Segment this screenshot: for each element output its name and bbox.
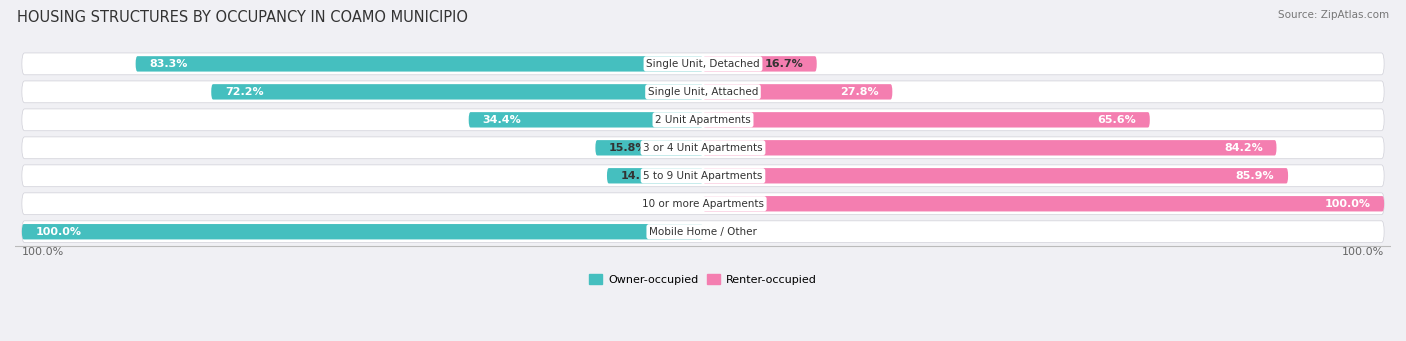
Text: 0.0%: 0.0% xyxy=(658,199,689,209)
FancyBboxPatch shape xyxy=(607,168,703,183)
Text: 16.7%: 16.7% xyxy=(765,59,803,69)
FancyBboxPatch shape xyxy=(703,84,893,100)
FancyBboxPatch shape xyxy=(22,193,1384,215)
Text: Single Unit, Attached: Single Unit, Attached xyxy=(648,87,758,97)
Legend: Owner-occupied, Renter-occupied: Owner-occupied, Renter-occupied xyxy=(585,270,821,289)
FancyBboxPatch shape xyxy=(703,168,1288,183)
FancyBboxPatch shape xyxy=(211,84,703,100)
Text: 5 to 9 Unit Apartments: 5 to 9 Unit Apartments xyxy=(644,171,762,181)
Text: 0.0%: 0.0% xyxy=(717,227,748,237)
FancyBboxPatch shape xyxy=(22,224,703,239)
FancyBboxPatch shape xyxy=(22,165,1384,187)
Text: HOUSING STRUCTURES BY OCCUPANCY IN COAMO MUNICIPIO: HOUSING STRUCTURES BY OCCUPANCY IN COAMO… xyxy=(17,10,468,25)
Text: 65.6%: 65.6% xyxy=(1097,115,1136,125)
FancyBboxPatch shape xyxy=(135,56,703,72)
Text: 83.3%: 83.3% xyxy=(149,59,188,69)
FancyBboxPatch shape xyxy=(22,81,1384,103)
Text: Mobile Home / Other: Mobile Home / Other xyxy=(650,227,756,237)
Text: 34.4%: 34.4% xyxy=(482,115,522,125)
Text: 2 Unit Apartments: 2 Unit Apartments xyxy=(655,115,751,125)
FancyBboxPatch shape xyxy=(703,56,817,72)
Text: 3 or 4 Unit Apartments: 3 or 4 Unit Apartments xyxy=(643,143,763,153)
Text: 72.2%: 72.2% xyxy=(225,87,263,97)
FancyBboxPatch shape xyxy=(703,196,1384,211)
Text: 100.0%: 100.0% xyxy=(35,227,82,237)
Text: 84.2%: 84.2% xyxy=(1225,143,1263,153)
FancyBboxPatch shape xyxy=(22,137,1384,159)
FancyBboxPatch shape xyxy=(22,53,1384,75)
Text: 14.1%: 14.1% xyxy=(620,171,659,181)
Text: 100.0%: 100.0% xyxy=(1324,199,1371,209)
Text: Source: ZipAtlas.com: Source: ZipAtlas.com xyxy=(1278,10,1389,20)
FancyBboxPatch shape xyxy=(22,221,1384,243)
FancyBboxPatch shape xyxy=(22,109,1384,131)
Text: 27.8%: 27.8% xyxy=(839,87,879,97)
FancyBboxPatch shape xyxy=(703,140,1277,155)
Text: Single Unit, Detached: Single Unit, Detached xyxy=(647,59,759,69)
Text: 10 or more Apartments: 10 or more Apartments xyxy=(643,199,763,209)
FancyBboxPatch shape xyxy=(468,112,703,128)
FancyBboxPatch shape xyxy=(595,140,703,155)
FancyBboxPatch shape xyxy=(703,112,1150,128)
Text: 100.0%: 100.0% xyxy=(1341,247,1384,257)
Text: 15.8%: 15.8% xyxy=(609,143,648,153)
Text: 85.9%: 85.9% xyxy=(1236,171,1274,181)
Text: 100.0%: 100.0% xyxy=(22,247,65,257)
